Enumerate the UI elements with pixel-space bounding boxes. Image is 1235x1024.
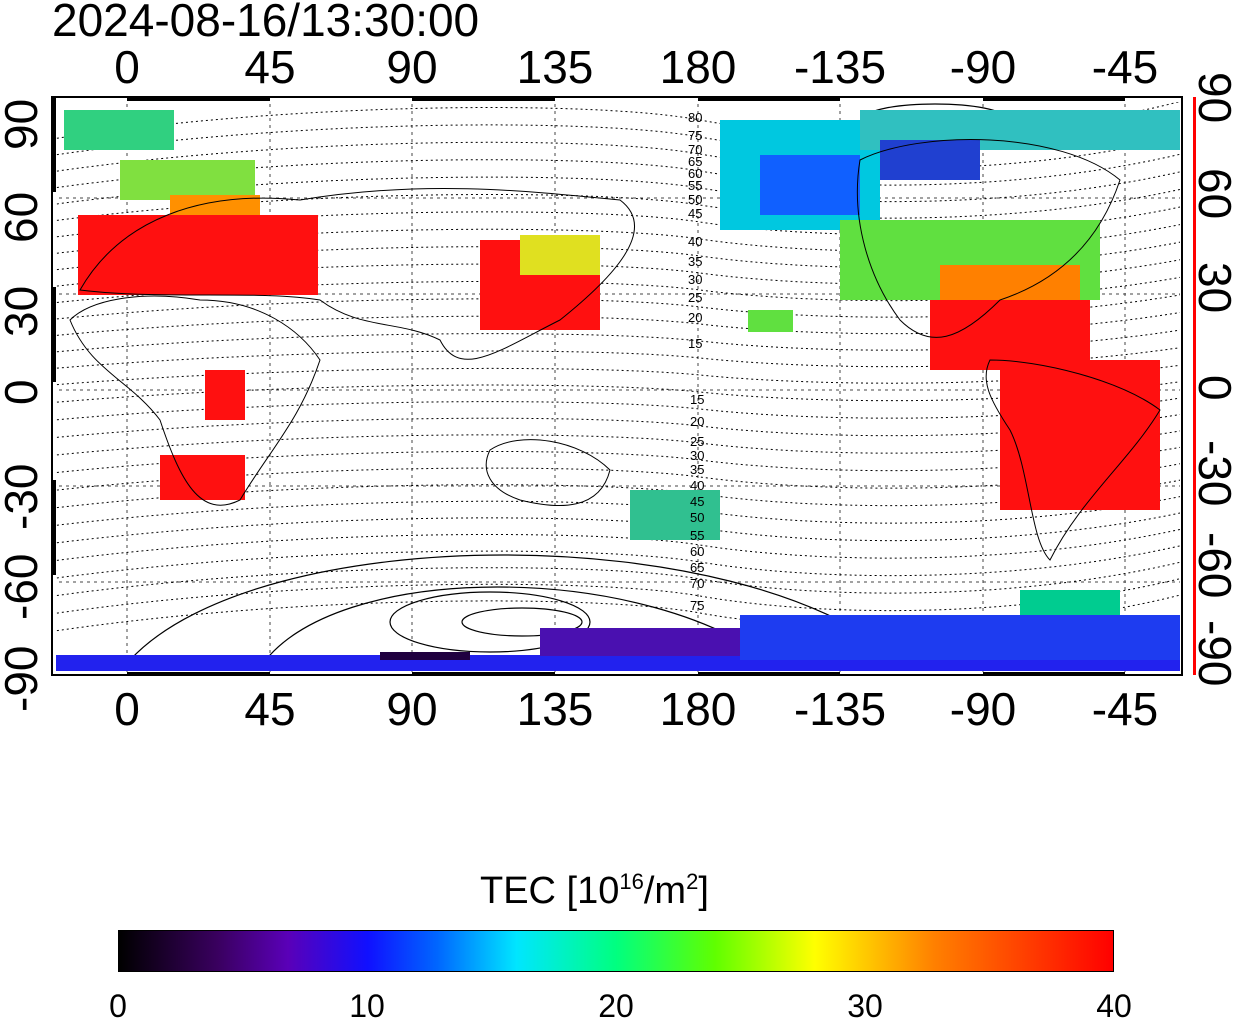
mag-contour-line <box>56 329 1180 353</box>
mag-lat-label: 55 <box>690 528 704 543</box>
mag-lat-label: 70 <box>688 142 702 157</box>
mag-contour-line <box>56 347 1180 369</box>
mag-lat-label: 70 <box>690 576 704 591</box>
mag-lat-label: 40 <box>690 478 704 493</box>
mag-contour-line <box>56 397 1180 421</box>
mag-lat-label: 50 <box>690 510 704 525</box>
colorbar-title-text: TEC [10 <box>480 870 620 912</box>
mag-lat-label: 65 <box>690 560 704 575</box>
colorbar-tick: 30 <box>847 988 883 1024</box>
top-lon-tick: 0 <box>114 41 140 93</box>
bottom-lon-tick: 135 <box>516 683 594 735</box>
top-lon-tick: 90 <box>386 41 438 93</box>
colorbar-title: TEC [1016/m2] <box>480 866 709 916</box>
colorbar-title-exponent: 2 <box>686 869 699 894</box>
mag-lat-label: 20 <box>690 414 704 429</box>
mag-lat-label: 75 <box>690 598 704 613</box>
frame-tick-bars <box>52 97 1125 676</box>
mag-lat-label: 45 <box>688 206 702 221</box>
top-lon-tick: 135 <box>516 41 594 93</box>
mag-contour-line <box>56 496 1180 526</box>
south-pole-contours <box>129 103 1006 669</box>
mag-contour-line <box>56 381 1180 403</box>
top-lon-tick: -90 <box>949 41 1017 93</box>
mag-contour-line <box>56 294 1180 320</box>
colorbar-tick: 20 <box>598 988 634 1024</box>
mag-contour-line <box>56 136 1180 172</box>
mag-lat-label: 55 <box>688 178 702 193</box>
colorbar-title-exponent: 16 <box>619 869 644 894</box>
mag-contour-line <box>56 414 1180 438</box>
bottom-lon-tick: 180 <box>659 683 737 735</box>
mag-contour-line <box>56 446 1180 474</box>
top-lon-tick: -45 <box>1091 41 1159 93</box>
mag-lat-label: 45 <box>690 494 704 509</box>
top-lon-tick: 45 <box>244 41 296 93</box>
bottom-lon-tick: -135 <box>793 683 887 735</box>
mag-contour-line <box>56 578 1180 614</box>
tec-data-regions <box>56 110 1180 671</box>
right-axis-marker <box>1193 97 1196 675</box>
mag-lat-label: 25 <box>688 290 702 305</box>
mag-lat-label: 60 <box>690 544 704 559</box>
mag-lat-label: 15 <box>690 392 704 407</box>
mag-lat-label: 35 <box>690 462 704 477</box>
mag-contour-line <box>56 153 1180 189</box>
colorbar-tick: 40 <box>1096 988 1132 1024</box>
magnetic-latitude-labels: 8075706560555045403530252015152025303540… <box>688 110 704 613</box>
mag-lat-label: 60 <box>688 166 702 181</box>
mag-lat-label: 75 <box>688 128 702 143</box>
colorbar-title-unit: /m <box>643 870 687 912</box>
bottom-lon-tick: 45 <box>244 683 296 735</box>
colorbar-tick: 10 <box>349 988 385 1024</box>
mag-lat-label: 20 <box>688 310 702 325</box>
mag-lat-label: 50 <box>688 192 702 207</box>
mag-contour-line <box>56 561 1180 597</box>
mag-lat-label: 65 <box>688 154 702 169</box>
mag-contour-line <box>56 512 1180 544</box>
colorbar-tick: 0 <box>109 988 127 1024</box>
mag-contour-line <box>56 364 1180 386</box>
colorbar-title-bracket: ] <box>698 870 709 912</box>
mag-contour-line <box>56 312 1180 336</box>
mag-contour-line <box>56 430 1180 456</box>
mag-contour-line <box>56 479 1180 509</box>
mag-lat-label: 80 <box>688 110 702 125</box>
mag-lat-label: 35 <box>688 254 702 269</box>
tec-colorbar <box>118 930 1114 972</box>
bottom-lon-tick: -45 <box>1091 683 1159 735</box>
coastlines <box>69 139 1161 561</box>
mag-lat-label: 40 <box>688 234 702 249</box>
mag-lat-label: 30 <box>688 272 702 287</box>
map-timestamp-title: 2024-08-16/13:30:00 <box>52 0 480 46</box>
bottom-lon-tick: -90 <box>949 683 1017 735</box>
bottom-lon-tick: 0 <box>114 683 140 735</box>
bottom-lon-tick: 90 <box>386 683 438 735</box>
mag-lat-label: 25 <box>690 434 704 449</box>
mag-lat-label: 30 <box>690 448 704 463</box>
mag-lat-label: 15 <box>688 336 702 351</box>
mag-contour-line <box>56 463 1180 491</box>
top-lon-tick: -135 <box>793 41 887 93</box>
top-lon-tick: 180 <box>659 41 737 93</box>
